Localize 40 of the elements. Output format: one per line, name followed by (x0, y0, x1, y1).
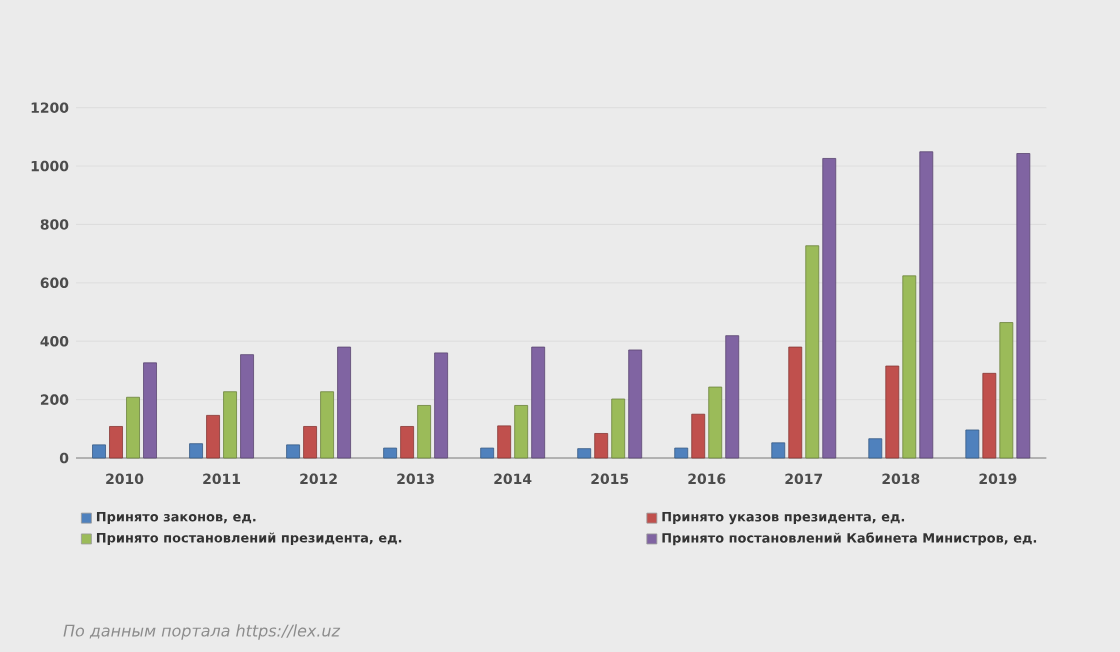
bar (189, 443, 203, 459)
bar (109, 426, 123, 459)
bar (126, 396, 140, 459)
bar (400, 426, 415, 459)
bar (223, 391, 237, 459)
bar (868, 438, 883, 459)
bar (577, 448, 592, 459)
bar (902, 275, 917, 459)
bar (337, 346, 351, 459)
bar (240, 354, 254, 459)
bar (143, 362, 157, 459)
bar (531, 346, 546, 459)
bar (434, 352, 449, 459)
bar (919, 151, 934, 459)
bar (303, 426, 317, 459)
bar (982, 372, 997, 459)
bar (805, 245, 820, 459)
bar (674, 447, 689, 459)
bar (480, 447, 495, 459)
bar (497, 425, 512, 459)
bar (320, 391, 334, 459)
bar (1016, 153, 1031, 459)
bar (286, 444, 300, 459)
bar (788, 346, 803, 459)
bar (708, 386, 723, 459)
bar (594, 433, 609, 459)
bar (417, 405, 432, 459)
bar (628, 349, 643, 459)
bar (822, 158, 837, 459)
bar (771, 442, 786, 459)
bar (383, 447, 398, 459)
bar (514, 405, 529, 459)
bar (206, 414, 220, 459)
bar (611, 398, 626, 459)
bar (92, 444, 106, 459)
bar (725, 335, 740, 459)
bar (885, 365, 900, 459)
bar (999, 322, 1014, 459)
bar (965, 429, 980, 459)
bar (691, 413, 706, 459)
